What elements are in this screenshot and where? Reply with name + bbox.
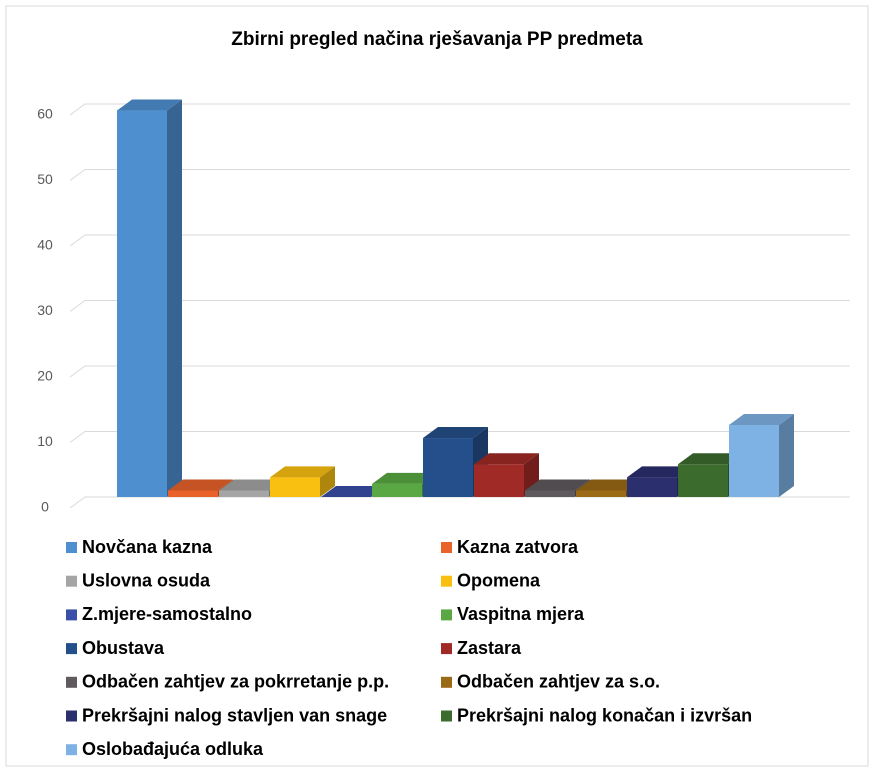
legend-label: Z.mjere-samostalno — [82, 604, 252, 624]
bar — [525, 490, 575, 497]
legend-label: Oslobađajuća odluka — [82, 739, 264, 759]
grid-line — [69, 234, 850, 247]
legend-label: Prekršajni nalog konačan i izvršan — [457, 705, 752, 725]
bar-top — [423, 427, 488, 439]
bar — [117, 110, 167, 498]
bar-side — [167, 99, 182, 498]
bar-top — [627, 466, 692, 478]
bar-top — [219, 479, 284, 491]
y-tick-label: 50 — [37, 171, 53, 187]
bar — [219, 490, 269, 497]
legend-swatch — [441, 575, 452, 587]
bar-side — [779, 413, 794, 497]
legend-label: Kazna zatvora — [457, 537, 579, 557]
legend-swatch — [66, 676, 77, 688]
bar — [372, 483, 422, 497]
legend-swatch — [66, 744, 77, 756]
legend-label: Opomena — [457, 570, 541, 590]
bar-top — [270, 466, 335, 478]
legend-label: Prekršajni nalog stavljen van snage — [82, 705, 387, 725]
legend-swatch — [66, 643, 77, 655]
legend-swatch — [441, 609, 452, 621]
grid-line — [69, 431, 850, 443]
y-tick-label: 30 — [37, 302, 53, 318]
bar-top — [525, 479, 590, 491]
bar — [168, 490, 218, 497]
grid-line — [69, 103, 850, 116]
legend-label: Zastara — [457, 638, 522, 658]
bar-top — [117, 99, 182, 111]
bar-top — [678, 453, 743, 465]
legend-swatch — [441, 710, 452, 722]
legend-label: Odbačen zahtjev za pokrretanje p.p. — [82, 672, 389, 692]
legend-swatch — [441, 542, 452, 553]
legend-swatch — [66, 575, 77, 587]
legend-swatch — [66, 542, 77, 553]
bar — [474, 464, 524, 497]
grid-line — [69, 365, 850, 378]
chart-title: Zbirni pregled načina rješavanja PP pred… — [231, 29, 643, 50]
grid-line — [69, 300, 850, 312]
y-tick-label: 0 — [41, 499, 49, 515]
legend-label: Odbačen zahtjev za s.o. — [457, 672, 660, 692]
bar — [729, 424, 779, 497]
bar — [423, 438, 473, 497]
bar-top — [372, 472, 437, 484]
bar — [678, 464, 728, 497]
bar — [576, 490, 626, 497]
legend-swatch — [66, 710, 77, 722]
legend-label: Uslovna osuda — [82, 570, 211, 590]
legend-label: Novčana kazna — [82, 537, 213, 557]
bar-top — [474, 453, 539, 465]
y-tick-label: 40 — [37, 237, 53, 253]
legend-swatch — [66, 609, 77, 621]
bar-top — [576, 479, 641, 491]
bar — [627, 477, 677, 497]
legend-label: Obustava — [82, 638, 165, 658]
bar-side — [320, 466, 335, 497]
bar-top — [321, 486, 386, 497]
bar — [270, 477, 320, 497]
bar-top — [168, 479, 233, 491]
y-tick-label: 60 — [37, 106, 53, 122]
legend-label: Vaspitna mjera — [457, 604, 585, 624]
legend-swatch — [441, 676, 452, 688]
y-tick-label: 20 — [37, 368, 53, 384]
legend-swatch — [441, 643, 452, 655]
bar-top — [729, 413, 794, 425]
grid-line — [69, 169, 850, 181]
y-tick-label: 10 — [37, 433, 53, 449]
